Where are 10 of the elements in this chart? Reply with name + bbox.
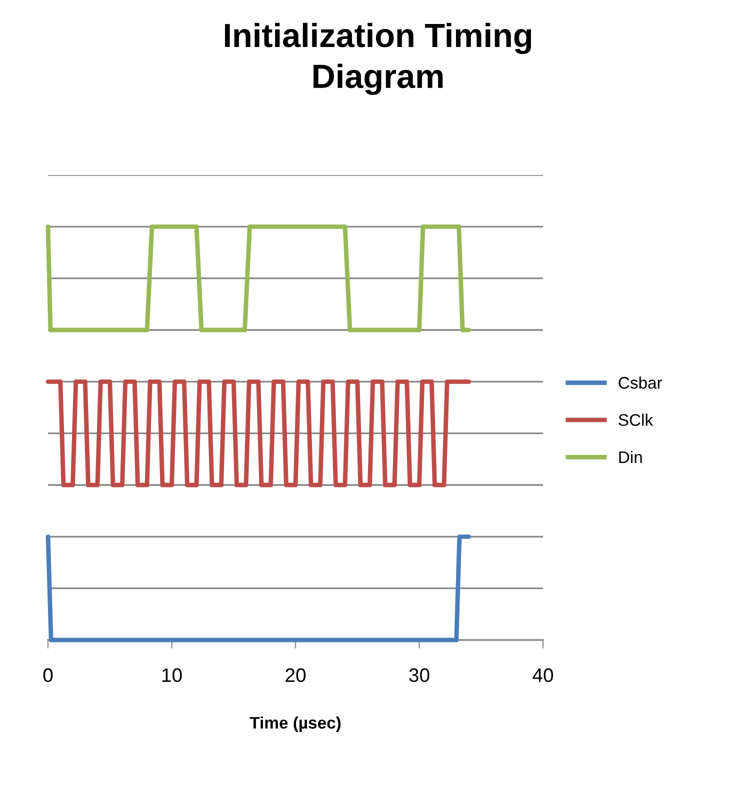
legend-label: Csbar [618, 376, 662, 389]
x-tick-label: 20 [286, 668, 306, 682]
x-tick-label: 40 [532, 668, 554, 682]
x-tick-label: 30 [409, 668, 430, 682]
legend-label: Din [619, 450, 642, 463]
chart-title: Initialization Timing Diagram [224, 22, 532, 95]
x-axis-title: Time (µsec) [250, 716, 341, 732]
x-tick-label: 0 [43, 668, 53, 682]
x-tick-label: 10 [162, 668, 182, 682]
legend-label: SClk [618, 414, 654, 426]
